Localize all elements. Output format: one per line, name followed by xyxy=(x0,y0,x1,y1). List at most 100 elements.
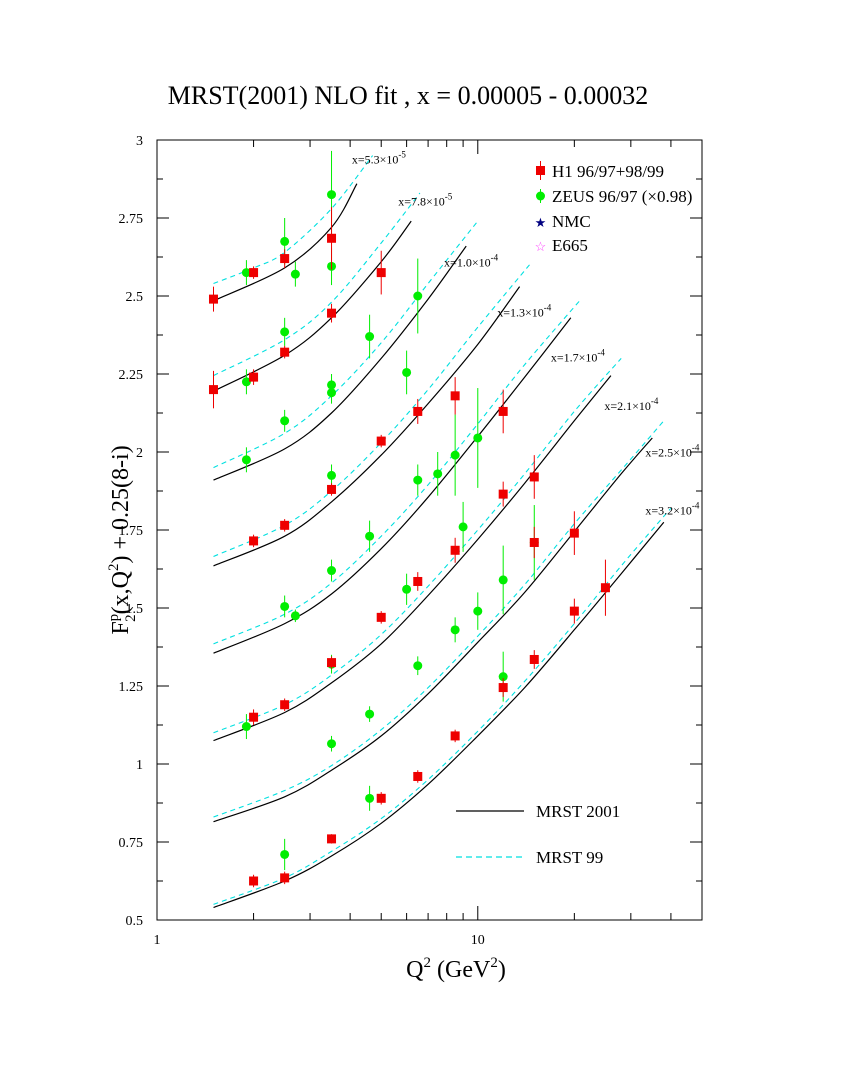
h1-point xyxy=(498,683,508,693)
mrst2001-curve xyxy=(213,437,653,823)
mrst2001-curve xyxy=(213,375,612,742)
zeus-point xyxy=(327,470,337,480)
h1-point xyxy=(569,606,579,616)
zeus-point xyxy=(413,475,423,485)
h1-point xyxy=(413,771,423,781)
curve-label: x=7.8×10-5 xyxy=(398,192,453,209)
h1-point xyxy=(249,712,259,722)
curve-label-exp: -4 xyxy=(597,348,605,358)
legend-mrst2001-label: MRST 2001 xyxy=(536,802,620,821)
y-tick-label: 1 xyxy=(136,758,143,773)
y-tick-label: 0.75 xyxy=(119,836,144,851)
zeus-point xyxy=(280,327,290,337)
x-axis-label: Q2 (GeV2) xyxy=(406,955,506,983)
zeus-point xyxy=(327,739,337,749)
curve-label-base: x=7.8×10 xyxy=(398,195,445,209)
zeus-point xyxy=(280,601,290,611)
y-label-sup: p xyxy=(106,614,122,622)
y-label-mid: (x,Q xyxy=(108,571,134,614)
h1-point xyxy=(413,406,423,416)
y-tick-label: 1.5 xyxy=(126,602,144,617)
legend-zeus-label: ZEUS 96/97 (×0.98) xyxy=(552,187,692,206)
h1-point xyxy=(327,233,337,243)
chart-title: MRST(2001) NLO fit , x = 0.00005 - 0.000… xyxy=(168,81,648,110)
legend-h1-label: H1 96/97+98/99 xyxy=(552,162,664,181)
y-axis-label: Fp2(x,Q2) + 0.25(8-i) xyxy=(106,445,139,634)
h1-point xyxy=(327,834,337,844)
zeus-point xyxy=(402,367,412,377)
h1-point xyxy=(376,436,386,446)
curve-label-exp: -4 xyxy=(651,396,659,406)
h1-point xyxy=(450,731,460,741)
curve-label-exp: -4 xyxy=(692,443,700,453)
h1-point xyxy=(280,700,290,710)
zeus-point xyxy=(473,606,483,616)
mrst2001-curve xyxy=(213,245,467,481)
y-tick-label: 0.5 xyxy=(126,914,144,929)
curve-label-base: x=3.2×10 xyxy=(645,503,692,517)
zeus-point xyxy=(290,269,300,279)
x-label-base: Q xyxy=(406,957,423,983)
zeus-point xyxy=(327,190,337,200)
curve-label-exp: -5 xyxy=(445,192,453,202)
legend-mrst99-label: MRST 99 xyxy=(536,848,603,867)
x-tick-label: 10 xyxy=(471,933,485,948)
curve-label-base: x=2.5×10 xyxy=(645,446,692,460)
y-tick-label: 3 xyxy=(136,134,143,149)
marker-legend: H1 96/97+98/99 ZEUS 96/97 (×0.98) ★ NMC … xyxy=(535,161,692,255)
curve-label-base: x=1.7×10 xyxy=(551,351,598,365)
curve-label-base: x=5.3×10 xyxy=(352,152,399,166)
zeus-point xyxy=(290,611,300,621)
h1-point xyxy=(529,537,539,547)
h1-point xyxy=(376,793,386,803)
curve-label: x=1.3×10-4 xyxy=(497,302,552,319)
axis-ticks: 0.5 0.75 1 1.25 1.5 1.75 2 2.25 2.5 2.75 3 1 10 xyxy=(119,134,702,948)
h1-point xyxy=(208,294,218,304)
curve-label: x=1.7×10-4 xyxy=(551,348,606,365)
mrst2001-curve xyxy=(213,286,521,567)
zeus-point xyxy=(241,722,251,732)
zeus-point xyxy=(241,268,251,278)
h1-point xyxy=(450,545,460,555)
curve-label-base: x=1.3×10 xyxy=(497,305,544,319)
zeus-point xyxy=(433,469,443,479)
curve-label: x=5.3×10-5 xyxy=(352,149,407,166)
zeus-points xyxy=(241,150,539,871)
zeus-point xyxy=(402,584,412,594)
h1-point xyxy=(569,528,579,538)
mrst99-curve xyxy=(213,420,665,818)
zeus-point xyxy=(280,236,290,246)
curve-label-exp: -4 xyxy=(491,252,499,262)
x-label-sup: 2 xyxy=(424,955,432,971)
h1-point xyxy=(249,876,259,886)
h1-point xyxy=(327,658,337,668)
h1-point xyxy=(413,576,423,586)
zeus-point xyxy=(365,793,375,803)
h1-point xyxy=(280,347,290,357)
mrst2001-curve xyxy=(213,183,358,302)
curve-label-exp: -4 xyxy=(692,500,700,510)
mrst99-curve xyxy=(213,155,374,285)
h1-point xyxy=(450,391,460,401)
h1-points xyxy=(208,207,610,888)
h1-point xyxy=(376,268,386,278)
curve-label-base: x=1.0×10 xyxy=(444,255,491,269)
x-label-unit-post: ) xyxy=(498,957,506,983)
h1-point xyxy=(376,612,386,622)
zeus-point xyxy=(473,433,483,443)
legend-nmc-label: NMC xyxy=(552,212,591,231)
y-tick-label: 1.25 xyxy=(119,680,144,695)
h1-point xyxy=(208,385,218,395)
curve-label: x=2.5×10-4 xyxy=(645,443,700,460)
h1-point xyxy=(280,873,290,883)
y-tick-label: 2.25 xyxy=(119,368,144,383)
mrst99-curve xyxy=(213,358,622,734)
zeus-point xyxy=(498,672,508,682)
line-legend: MRST 2001 MRST 99 xyxy=(456,802,620,867)
h1-point xyxy=(280,520,290,530)
y-label-tail: ) + 0.25(8-i) xyxy=(108,445,134,563)
curve-label-exp: -5 xyxy=(398,149,406,159)
h1-point xyxy=(249,372,259,382)
mrst99-curve xyxy=(213,507,672,905)
